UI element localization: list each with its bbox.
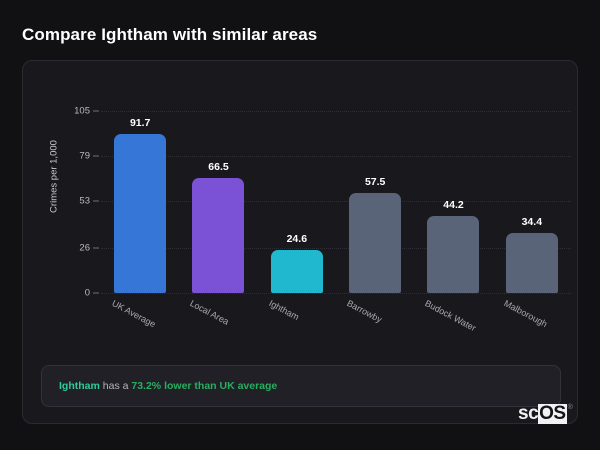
bar[interactable] bbox=[114, 134, 167, 293]
bar-slot: 44.2 Budock Water bbox=[414, 111, 492, 333]
bar[interactable] bbox=[349, 193, 402, 293]
comparison-chart-card: Crimes per 1,000 0 26 53 79 105 91.7 UK Avera… bbox=[22, 60, 578, 424]
y-axis-tick-mark bbox=[93, 200, 99, 202]
y-axis-tick-label: 105 bbox=[74, 105, 90, 117]
x-axis-category-label: Ightham bbox=[266, 298, 301, 323]
summary-callout: Ightham has a 73.2% lower than UK averag… bbox=[41, 365, 561, 407]
scos-logo: sc OS ® bbox=[518, 404, 573, 424]
y-axis-tick-mark bbox=[93, 155, 99, 157]
bar-slot: 91.7 UK Average bbox=[101, 111, 179, 329]
y-axis-tick-mark bbox=[93, 292, 99, 294]
x-axis-category-label: UK Average bbox=[110, 298, 158, 330]
bar-value-label: 57.5 bbox=[364, 176, 386, 189]
y-axis-tick-label: 26 bbox=[79, 242, 90, 254]
bars-group: 91.7 UK Average 66.5 Local Area 24.6 Ightham 5… bbox=[101, 111, 571, 333]
bar-slot: 57.5 Barrowby bbox=[336, 111, 414, 325]
bar[interactable] bbox=[192, 177, 245, 293]
bar-value-label: 34.4 bbox=[521, 216, 543, 229]
page-title: Compare Ightham with similar areas bbox=[22, 25, 318, 44]
registered-trademark-icon: ® bbox=[567, 404, 573, 411]
summary-connector: has a bbox=[99, 380, 132, 392]
bar-value-label: 66.5 bbox=[208, 160, 229, 173]
y-axis-title: Crimes per 1,000 bbox=[48, 140, 60, 213]
x-axis-category-label: Barrowby bbox=[345, 298, 384, 325]
plot-area: 0 26 53 79 105 91.7 UK Average 66.5 Local Area 2… bbox=[74, 106, 571, 333]
gridline bbox=[101, 247, 571, 249]
summary-callout-text: Ightham has a 73.2% lower than UK averag… bbox=[59, 380, 277, 392]
bar-slot: 66.5 Local Area bbox=[179, 111, 257, 327]
x-axis-category-label: Budock Water bbox=[423, 298, 478, 334]
bar-slot: 24.6 Ightham bbox=[258, 111, 336, 322]
gridline bbox=[101, 156, 571, 158]
logo-text-os: OS bbox=[538, 403, 567, 424]
x-axis-category-label: Malborough bbox=[501, 298, 549, 330]
bar-value-label: 91.7 bbox=[129, 117, 151, 130]
y-axis-tick-label: 79 bbox=[79, 150, 90, 162]
bar-value-label: 24.6 bbox=[286, 233, 308, 246]
y-axis-tick-mark bbox=[93, 247, 99, 249]
bar[interactable] bbox=[505, 233, 558, 293]
summary-area-name: Ightham bbox=[59, 380, 100, 392]
x-axis-category-label: Local Area bbox=[188, 298, 231, 327]
gridline bbox=[101, 293, 571, 294]
bar[interactable] bbox=[270, 250, 323, 293]
bar[interactable] bbox=[427, 216, 480, 293]
bar-value-label: 44.2 bbox=[443, 199, 464, 212]
y-axis-tick-label: 53 bbox=[79, 195, 90, 207]
logo-text-sc: sc bbox=[518, 403, 539, 424]
gridline bbox=[101, 201, 571, 203]
summary-statistic: 73.2% lower than UK average bbox=[131, 380, 278, 392]
bar-slot: 34.4 Malborough bbox=[493, 111, 571, 329]
gridline bbox=[101, 111, 571, 112]
y-axis-tick-mark bbox=[93, 110, 99, 112]
y-axis-tick-label: 0 bbox=[84, 287, 90, 299]
bar-chart: Crimes per 1,000 0 26 53 79 105 91.7 UK Avera… bbox=[23, 61, 579, 351]
